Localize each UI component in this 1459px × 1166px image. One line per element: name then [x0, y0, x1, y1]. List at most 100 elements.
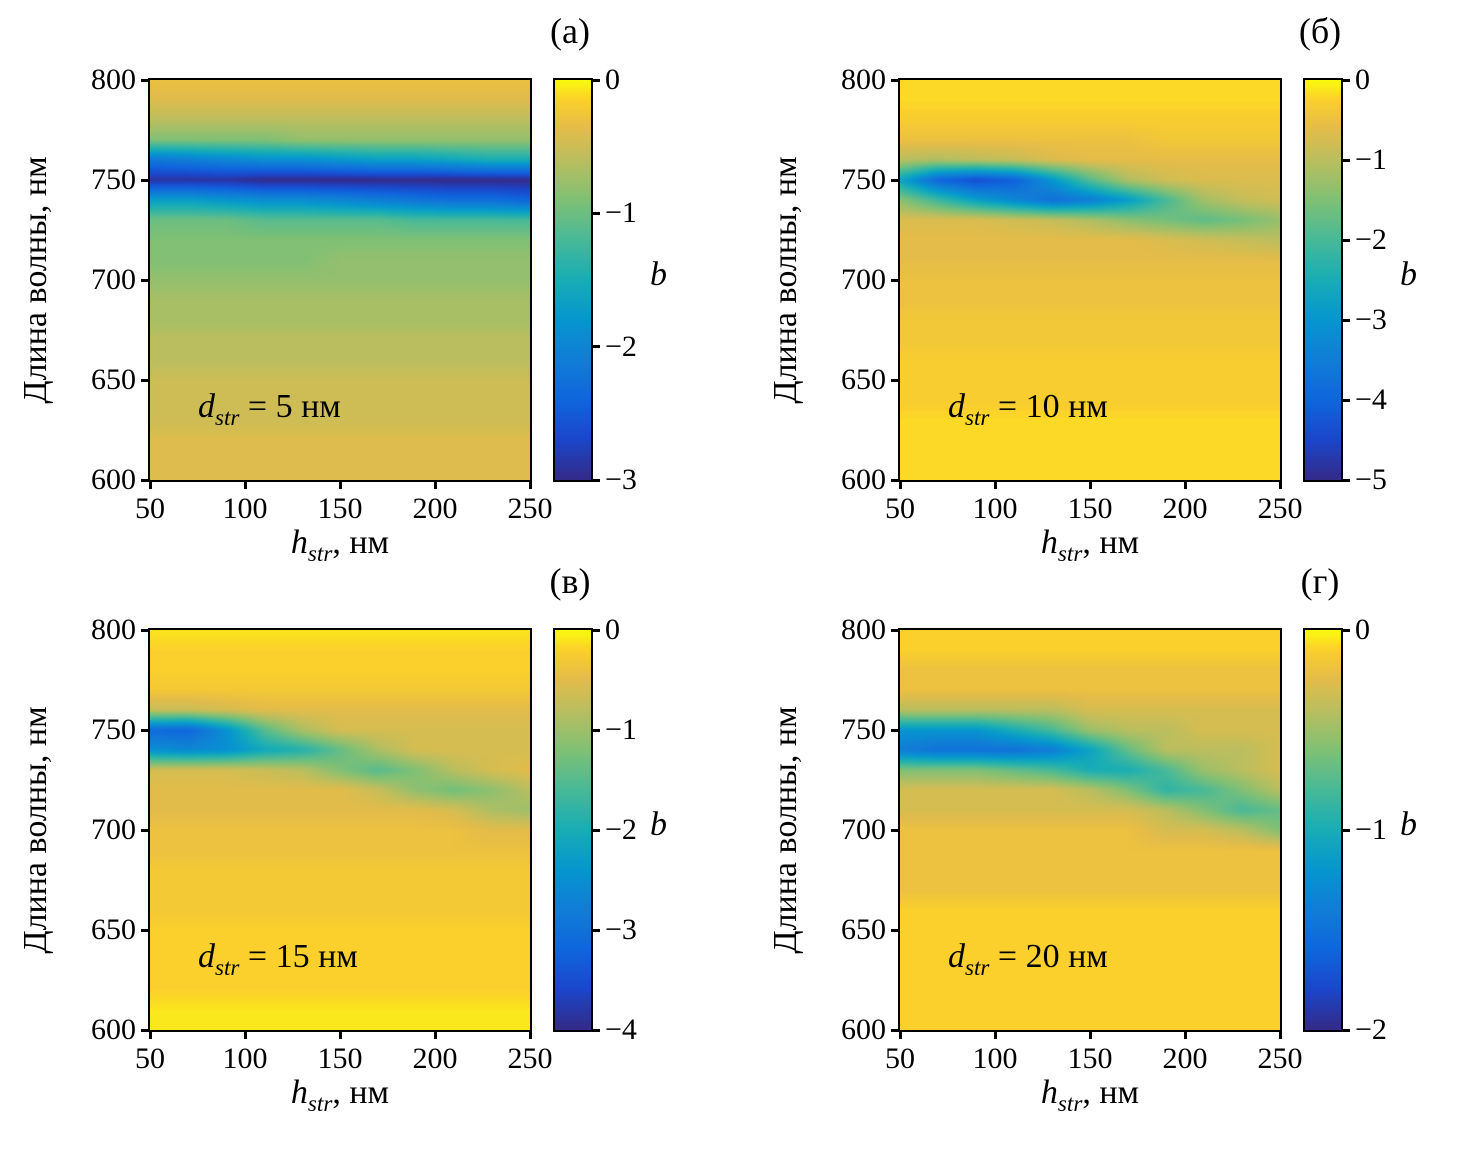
x-tick-mark [898, 1030, 902, 1039]
y-tick-mark [891, 278, 900, 282]
heatmap-plot-area: dstr = 20 нм [898, 628, 1282, 1032]
colorbar-tick-mark [591, 78, 600, 82]
colorbar-label: b [650, 256, 667, 293]
colorbar-canvas [1305, 80, 1341, 480]
colorbar-tick-mark [591, 828, 600, 832]
colorbar-tick-mark [591, 728, 600, 732]
y-tick-label: 800 [91, 613, 136, 646]
annotation-dstr: dstr = 5 нм [198, 388, 341, 431]
colorbar-canvas [1305, 630, 1341, 1030]
colorbar-tick-mark [591, 345, 600, 349]
panel-letter: (г) [1300, 561, 1340, 601]
y-tick-label: 700 [91, 263, 136, 296]
colorbar-tick-label: −4 [605, 1013, 637, 1046]
y-axis-label: Длина волны, нм [17, 706, 54, 954]
y-tick-label: 750 [841, 713, 886, 746]
x-tick-label: 250 [507, 492, 553, 525]
x-tick-label: 150 [1067, 492, 1113, 525]
x-tick-label: 200 [412, 492, 458, 525]
x-tick-mark [1278, 480, 1282, 489]
x-tick-mark [433, 480, 437, 489]
x-tick-mark [898, 480, 902, 489]
panel-letter: (а) [550, 11, 590, 51]
colorbar [553, 78, 593, 482]
annotation-dstr: dstr = 20 нм [948, 938, 1108, 981]
y-tick-mark [141, 78, 150, 82]
x-tick-mark [433, 1030, 437, 1039]
y-tick-mark [141, 1028, 150, 1032]
colorbar-tick-mark [1341, 238, 1350, 242]
colorbar-canvas [555, 630, 591, 1030]
panel-b: (б) Длина волны, нм dstr = 10 нм hstr, н… [750, 0, 1459, 583]
colorbar-tick-label: −3 [1355, 303, 1387, 336]
x-tick-mark [243, 480, 247, 489]
x-tick-label: 100 [222, 1042, 268, 1075]
y-tick-mark [891, 828, 900, 832]
x-axis-label: hstr, нм [1040, 524, 1140, 567]
colorbar [1303, 628, 1343, 1032]
y-tick-label: 700 [841, 263, 886, 296]
colorbar-tick-label: −3 [605, 913, 637, 946]
colorbar-label: b [1400, 256, 1417, 293]
y-tick-label: 600 [91, 463, 136, 496]
x-tick-label: 250 [1257, 492, 1303, 525]
x-tick-label: 50 [885, 1042, 915, 1075]
heatmap-canvas [150, 80, 530, 480]
x-tick-mark [338, 1030, 342, 1039]
x-axis-label: hstr, нм [1040, 1074, 1140, 1117]
y-tick-label: 600 [841, 463, 886, 496]
x-axis-label: hstr, нм [290, 524, 390, 567]
colorbar-tick-label: −4 [1355, 383, 1387, 416]
colorbar-tick-mark [1341, 1028, 1350, 1032]
colorbar-tick-mark [591, 928, 600, 932]
y-tick-label: 800 [91, 63, 136, 96]
x-tick-label: 200 [1162, 1042, 1208, 1075]
colorbar-tick-label: 0 [605, 613, 620, 646]
y-tick-mark [891, 728, 900, 732]
y-tick-label: 800 [841, 63, 886, 96]
x-tick-label: 150 [1067, 1042, 1113, 1075]
x-tick-mark [1183, 480, 1187, 489]
colorbar-tick-label: −2 [1355, 223, 1387, 256]
x-axis-label: hstr, нм [290, 1074, 390, 1117]
heatmap-plot-area: dstr = 15 нм [148, 628, 532, 1032]
y-axis-label: Длина волны, нм [767, 156, 804, 404]
x-tick-label: 150 [317, 1042, 363, 1075]
y-tick-label: 600 [841, 1013, 886, 1046]
y-tick-mark [141, 378, 150, 382]
colorbar-tick-label: 0 [605, 63, 620, 96]
x-tick-mark [993, 480, 997, 489]
colorbar-tick-label: −2 [605, 329, 637, 363]
y-tick-label: 800 [841, 613, 886, 646]
y-tick-mark [891, 78, 900, 82]
colorbar-tick-mark [591, 1028, 600, 1032]
y-tick-label: 700 [91, 813, 136, 846]
y-tick-mark [141, 478, 150, 482]
y-tick-mark [891, 478, 900, 482]
x-tick-mark [148, 1030, 152, 1039]
y-tick-mark [891, 378, 900, 382]
colorbar-tick-label: 0 [1355, 613, 1370, 646]
colorbar-label: b [650, 806, 667, 843]
x-tick-label: 100 [972, 1042, 1018, 1075]
y-axis-label: Длина волны, нм [767, 706, 804, 954]
colorbar-tick-mark [1341, 478, 1350, 482]
y-tick-label: 650 [91, 913, 136, 946]
y-tick-label: 650 [841, 363, 886, 396]
colorbar-tick-label: −1 [1355, 813, 1387, 846]
colorbar-tick-label: −1 [605, 713, 637, 746]
x-tick-mark [338, 480, 342, 489]
colorbar-tick-label: 0 [1355, 63, 1370, 96]
x-tick-label: 100 [222, 492, 268, 525]
y-tick-mark [891, 628, 900, 632]
y-tick-mark [141, 828, 150, 832]
colorbar-tick-mark [591, 628, 600, 632]
colorbar-label: b [1400, 806, 1417, 843]
heatmap-canvas [900, 80, 1280, 480]
y-tick-mark [891, 928, 900, 932]
heatmap-plot-area: dstr = 10 нм [898, 78, 1282, 482]
x-tick-mark [1088, 1030, 1092, 1039]
colorbar-tick-mark [1341, 628, 1350, 632]
colorbar-tick-mark [1341, 158, 1350, 162]
